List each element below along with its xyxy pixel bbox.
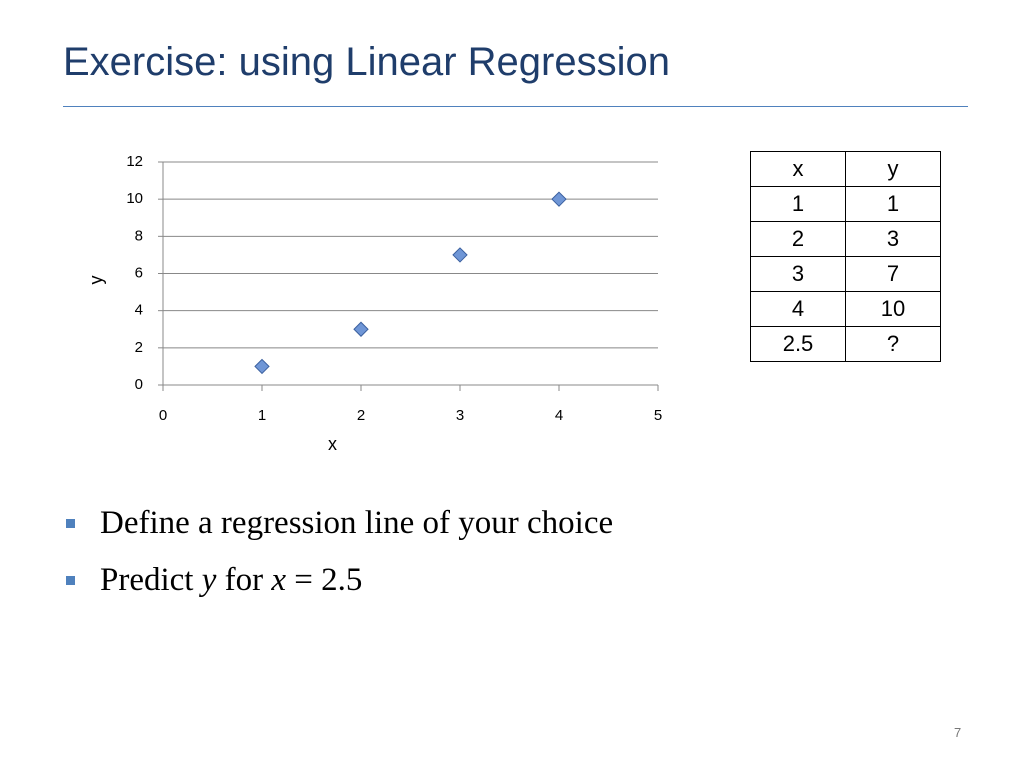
- bullet-text: x: [271, 562, 287, 598]
- y-axis-label: y: [86, 276, 106, 285]
- table-cell: 2.5: [750, 326, 846, 362]
- table-cell: 3: [845, 221, 941, 257]
- bullet: Define a regression line of your choice: [66, 505, 613, 562]
- y-tick-label: 12: [126, 153, 143, 170]
- x-tick-label: 0: [159, 407, 167, 424]
- table-cell: 4: [750, 291, 846, 327]
- table-cell: ?: [845, 326, 941, 362]
- y-tick-label: 4: [135, 302, 143, 319]
- table-cell: 1: [845, 186, 941, 222]
- point: [254, 358, 270, 375]
- data-table: x y 1 1 2 3 3 7 4 10 2.5?: [750, 151, 941, 362]
- bullet-text: y: [201, 562, 217, 598]
- table-cell: x: [750, 151, 846, 187]
- x-tick-label: 4: [555, 407, 563, 424]
- bullet-list: Define a regression line of your choice P…: [66, 505, 613, 619]
- y-tick-label: 6: [135, 264, 143, 281]
- point: [551, 191, 567, 207]
- table-cell: 1: [750, 186, 846, 222]
- title-rule: [63, 106, 968, 107]
- x-tick-label: 1: [258, 407, 266, 424]
- table-cell: 3: [750, 256, 846, 292]
- x-tick-label: 3: [456, 407, 464, 424]
- x-axis-label: x: [328, 434, 337, 454]
- y-tick-label: 0: [135, 376, 143, 393]
- bullet-text: for: [216, 562, 272, 598]
- table-row: 2.5?: [750, 326, 941, 362]
- table-row: 4 10: [750, 291, 941, 327]
- table-cell: 10: [845, 291, 941, 327]
- bullet: Predict y for x = 2.5: [66, 562, 613, 619]
- bullet-text: Predict: [100, 562, 202, 598]
- point: [452, 247, 468, 263]
- table-cell: y: [845, 151, 941, 187]
- y-tick-label: 10: [126, 190, 143, 207]
- y-tick-label: 8: [135, 227, 143, 244]
- x-tick-label: 5: [654, 407, 662, 424]
- page-number: 7: [954, 725, 962, 740]
- y-tick-label: 2: [135, 339, 143, 356]
- table-cell: 7: [845, 256, 941, 292]
- table-cell: 2: [750, 221, 846, 257]
- slide-title: Exercise: using Linear Regression: [63, 40, 670, 84]
- bullet-text: Define a regression line of your choice: [100, 505, 614, 541]
- bullet-text: = 2.5: [286, 562, 363, 598]
- x-tick-label: 2: [357, 407, 365, 424]
- point: [353, 321, 369, 337]
